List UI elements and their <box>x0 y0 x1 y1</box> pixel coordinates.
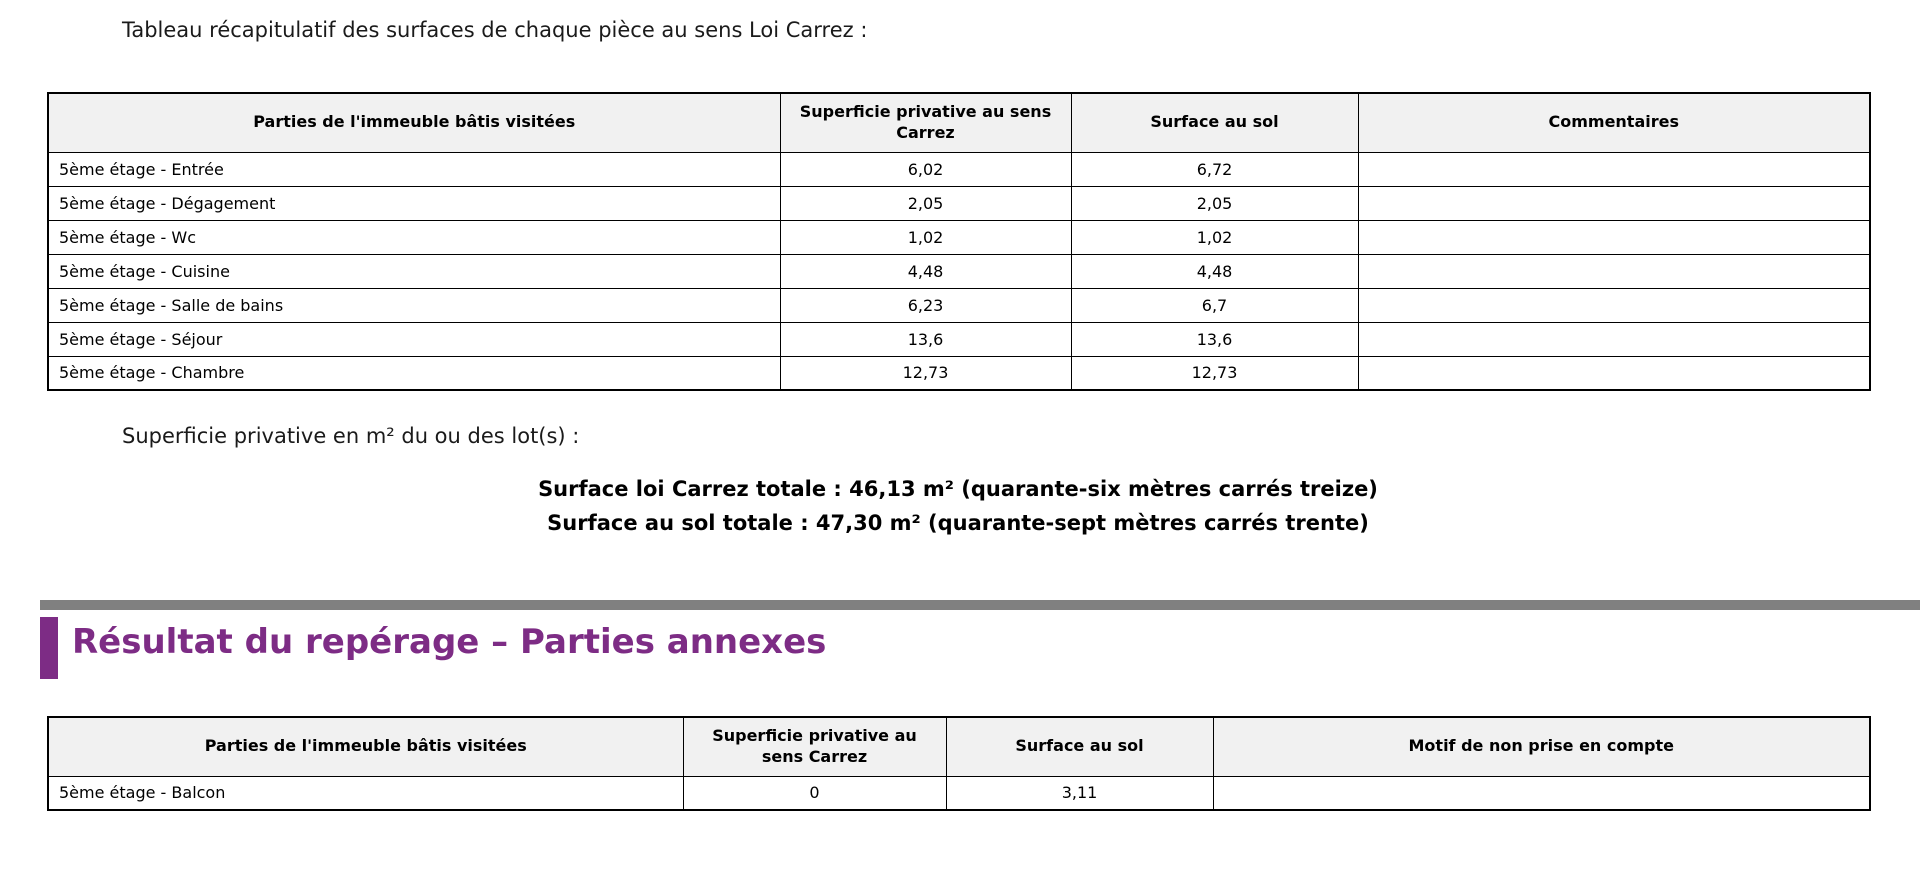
comment-cell <box>1357 355 1871 391</box>
carrez-table-body: 5ème étage - Entrée 6,02 6,72 5ème étage… <box>47 151 1871 391</box>
comment-cell <box>1357 185 1871 221</box>
table-row: 5ème étage - Séjour 13,6 13,6 <box>47 321 1871 357</box>
carrez-cell: 2,05 <box>779 185 1072 221</box>
floor-cell: 12,73 <box>1070 355 1359 391</box>
column-header-carrez: Superficie privative au sens Carrez <box>682 716 947 777</box>
section-accent-bar <box>40 617 58 679</box>
table-row: 5ème étage - Cuisine 4,48 4,48 <box>47 253 1871 289</box>
room-cell: 5ème étage - Cuisine <box>47 253 781 289</box>
room-cell: 5ème étage - Séjour <box>47 321 781 357</box>
floor-cell: 6,72 <box>1070 151 1359 187</box>
comment-cell <box>1357 253 1871 289</box>
carrez-cell: 13,6 <box>779 321 1072 357</box>
room-cell: 5ème étage - Entrée <box>47 151 781 187</box>
room-cell: 5ème étage - Balcon <box>47 775 684 811</box>
column-header-parts: Parties de l'immeuble bâtis visitées <box>47 92 781 153</box>
column-header-parts: Parties de l'immeuble bâtis visitées <box>47 716 684 777</box>
table-row: 5ème étage - Dégagement 2,05 2,05 <box>47 185 1871 221</box>
carrez-cell: 0 <box>682 775 947 811</box>
carrez-surfaces-table: Parties de l'immeuble bâtis visitées Sup… <box>47 92 1871 392</box>
column-header-motif: Motif de non prise en compte <box>1212 716 1871 777</box>
motif-cell <box>1212 775 1871 811</box>
totals-block: Surface loi Carrez totale : 46,13 m² (qu… <box>47 472 1869 540</box>
floor-cell: 13,6 <box>1070 321 1359 357</box>
annex-table-header: Parties de l'immeuble bâtis visitées Sup… <box>47 716 1871 777</box>
header-row: Parties de l'immeuble bâtis visitées Sup… <box>47 92 1871 153</box>
floor-cell: 4,48 <box>1070 253 1359 289</box>
room-cell: 5ème étage - Dégagement <box>47 185 781 221</box>
table-row: 5ème étage - Salle de bains 6,23 6,7 <box>47 287 1871 323</box>
column-header-carrez: Superficie privative au sens Carrez <box>779 92 1072 153</box>
carrez-cell: 6,23 <box>779 287 1072 323</box>
carrez-cell: 1,02 <box>779 219 1072 255</box>
annex-parts-table: Parties de l'immeuble bâtis visitées Sup… <box>47 716 1871 812</box>
comment-cell <box>1357 151 1871 187</box>
header-row: Parties de l'immeuble bâtis visitées Sup… <box>47 716 1871 777</box>
table-row: 5ème étage - Wc 1,02 1,02 <box>47 219 1871 255</box>
total-floor-line: Surface au sol totale : 47,30 m² (quaran… <box>547 511 1369 535</box>
table-row: 5ème étage - Chambre 12,73 12,73 <box>47 355 1871 391</box>
floor-cell: 3,11 <box>945 775 1214 811</box>
table-row: 5ème étage - Entrée 6,02 6,72 <box>47 151 1871 187</box>
section-title: Résultat du repérage – Parties annexes <box>72 622 827 662</box>
comment-cell <box>1357 321 1871 357</box>
intro-title: Tableau récapitulatif des surfaces de ch… <box>122 18 868 42</box>
floor-cell: 6,7 <box>1070 287 1359 323</box>
table-row: 5ème étage - Balcon 0 3,11 <box>47 775 1871 811</box>
room-cell: 5ème étage - Salle de bains <box>47 287 781 323</box>
room-cell: 5ème étage - Wc <box>47 219 781 255</box>
column-header-floor: Surface au sol <box>1070 92 1359 153</box>
comment-cell <box>1357 287 1871 323</box>
carrez-cell: 4,48 <box>779 253 1072 289</box>
floor-cell: 2,05 <box>1070 185 1359 221</box>
room-cell: 5ème étage - Chambre <box>47 355 781 391</box>
annex-table-body: 5ème étage - Balcon 0 3,11 <box>47 775 1871 811</box>
carrez-cell: 6,02 <box>779 151 1072 187</box>
carrez-cell: 12,73 <box>779 355 1072 391</box>
comment-cell <box>1357 219 1871 255</box>
total-carrez-line: Surface loi Carrez totale : 46,13 m² (qu… <box>538 477 1378 501</box>
private-surface-label: Superficie privative en m² du ou des lot… <box>122 424 580 448</box>
section-divider-rule <box>40 600 1920 610</box>
carrez-table-header: Parties de l'immeuble bâtis visitées Sup… <box>47 92 1871 153</box>
floor-cell: 1,02 <box>1070 219 1359 255</box>
column-header-floor: Surface au sol <box>945 716 1214 777</box>
column-header-comments: Commentaires <box>1357 92 1871 153</box>
